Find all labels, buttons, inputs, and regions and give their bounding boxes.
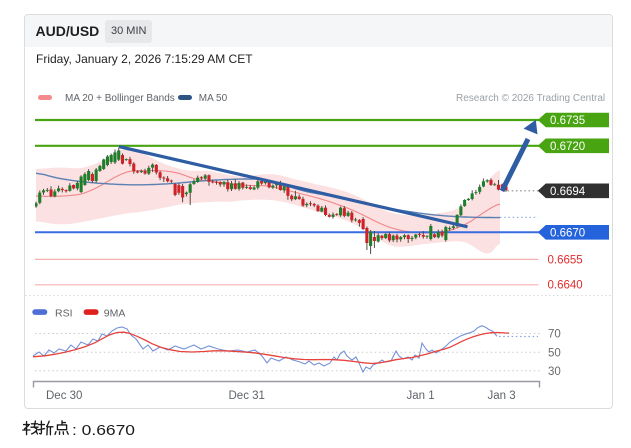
svg-text:RSI: RSI [55, 307, 73, 319]
svg-text:0.6670: 0.6670 [550, 227, 585, 239]
svg-text:0.6735: 0.6735 [550, 115, 585, 127]
svg-text:0.6694: 0.6694 [550, 186, 586, 198]
svg-text:Dec 31: Dec 31 [229, 390, 265, 402]
svg-text:0.6655: 0.6655 [548, 254, 583, 266]
svg-text:Dec 30: Dec 30 [46, 390, 82, 402]
svg-text:Jan 1: Jan 1 [407, 390, 435, 402]
svg-text:0.6720: 0.6720 [550, 141, 585, 153]
svg-text:Jan 3: Jan 3 [488, 390, 516, 402]
svg-text:: 0.6670: : 0.6670 [72, 422, 135, 438]
svg-text:0.6640: 0.6640 [548, 280, 583, 292]
svg-text:50: 50 [548, 347, 561, 359]
svg-text:30: 30 [548, 366, 561, 378]
svg-text:9MA: 9MA [104, 307, 126, 319]
svg-text:70: 70 [548, 329, 561, 341]
